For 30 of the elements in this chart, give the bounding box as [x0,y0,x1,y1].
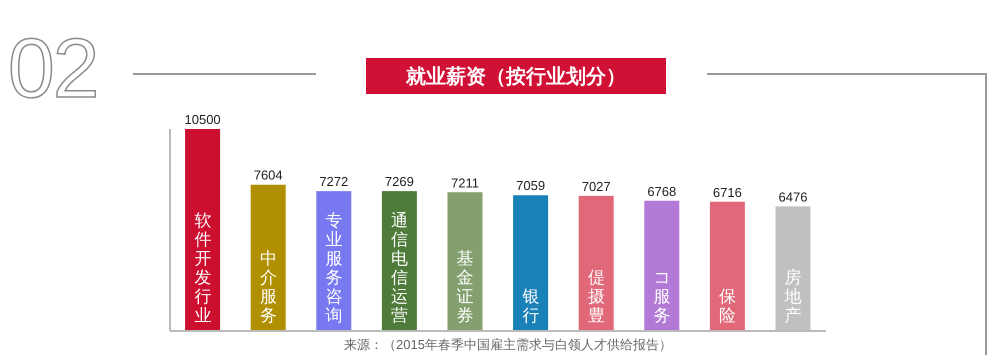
x-tick-label: コ服务 [654,268,670,325]
data-label: 7027 [582,178,611,194]
x-tick-label: 偍摄豊 [588,268,605,325]
text: 02 [8,21,98,115]
x-tick-label: 中介服务 [260,249,277,325]
x-tick-label: 专业服务咨询 [326,211,342,325]
data-label: 6476 [778,189,808,204]
bar [578,196,614,331]
bar [513,195,548,331]
x-tick-label: 通信电信运营 [391,211,408,325]
source-note: 来源：（2015年春季中国雇主需求与白领人才供给报告） [343,336,673,354]
x-tick-label: 保险 [719,287,736,325]
bar [710,202,745,331]
bar [447,192,482,331]
x-tick-label: 银行 [521,287,540,325]
bar [185,129,220,331]
x-tick-label: 房地产 [784,268,802,325]
data-label: 6768 [647,184,676,199]
bar [250,184,286,331]
data-label: 6716 [712,184,742,200]
bar [644,200,680,331]
data-label: 7059 [516,178,546,194]
x-tick-label: 软件开发行业 [194,211,212,325]
data-label: 10500 [184,112,221,127]
data-label: 7272 [319,174,348,190]
data-label: 7604 [254,168,283,183]
data-label: 7269 [384,174,414,190]
x-tick-label: 基金证券 [456,249,474,325]
data-label: 7211 [451,175,479,190]
chart-title: 就业薪资（按行业划分） [366,58,666,94]
